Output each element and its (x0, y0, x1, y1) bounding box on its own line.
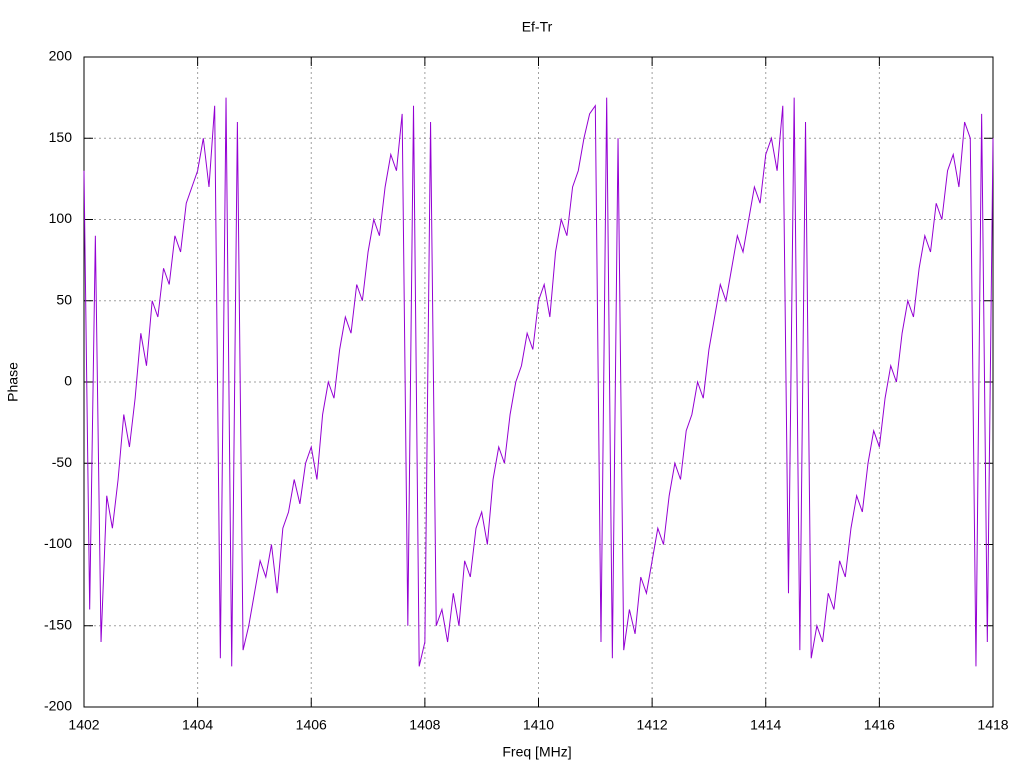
y-tick-label: -200 (44, 698, 72, 714)
y-tick-label: 200 (49, 48, 73, 64)
x-tick-label: 1408 (409, 717, 440, 733)
y-tick-label: 150 (49, 129, 73, 145)
y-tick-label: -100 (44, 535, 72, 551)
x-tick-label: 1418 (977, 717, 1008, 733)
x-tick-label: 1402 (68, 717, 99, 733)
x-tick-label: 1416 (864, 717, 895, 733)
x-tick-label: 1412 (637, 717, 668, 733)
y-tick-label: -150 (44, 616, 72, 632)
y-axis-label: Phase (5, 362, 21, 402)
plot-border (83, 56, 994, 708)
x-tick-label: 1404 (182, 717, 213, 733)
y-tick-label: 100 (49, 210, 73, 226)
x-tick-label: 1414 (750, 717, 781, 733)
y-tick-label: -50 (52, 454, 72, 470)
chart-title: Ef-Tr (522, 19, 553, 35)
y-tick-label: 0 (64, 373, 72, 389)
x-axis-label: Freq [MHz] (502, 744, 571, 760)
data-line (83, 97, 994, 667)
x-tick-label: 1406 (296, 717, 327, 733)
x-tick-label: 1410 (523, 717, 554, 733)
y-tick-label: 50 (56, 291, 72, 307)
